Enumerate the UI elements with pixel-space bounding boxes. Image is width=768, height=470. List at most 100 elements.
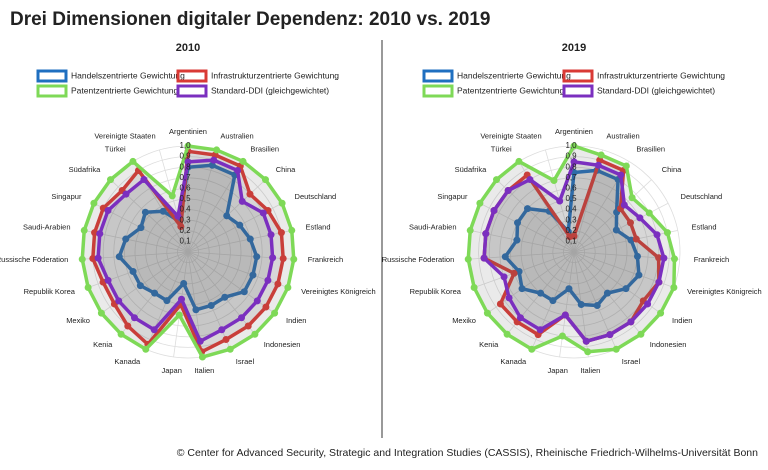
category-label: Indien xyxy=(286,316,306,325)
r-tick-label: 0,2 xyxy=(565,226,577,235)
legend-label: Standard-DDI (gleichgewichtet) xyxy=(597,85,715,95)
data-point xyxy=(622,285,630,293)
data-point xyxy=(262,303,270,311)
data-point xyxy=(223,212,231,220)
legend-label: Infrastrukturzentrierte Gewichtung xyxy=(211,70,339,80)
data-point xyxy=(246,190,254,198)
spoke xyxy=(187,251,231,350)
category-label: Brasilien xyxy=(636,144,665,153)
data-point xyxy=(278,199,286,207)
category-label: Saudi-Arabien xyxy=(23,223,71,232)
category-label: Italien xyxy=(580,366,600,375)
data-point xyxy=(493,176,501,184)
spoke xyxy=(573,230,678,253)
data-point xyxy=(577,301,585,309)
data-point xyxy=(271,309,279,317)
data-point xyxy=(480,254,488,262)
r-tick-label: 0,9 xyxy=(565,152,577,161)
data-point xyxy=(261,176,269,184)
data-point xyxy=(140,176,148,184)
data-point xyxy=(174,212,182,220)
data-point xyxy=(513,236,521,244)
data-point xyxy=(660,254,668,262)
data-point xyxy=(594,161,602,169)
legend-label: Patentzentrierte Gewichtung xyxy=(457,85,565,95)
data-point xyxy=(663,229,671,237)
data-point xyxy=(636,214,644,222)
r-tick-label: 0,6 xyxy=(565,184,577,193)
chart-title: 2019 xyxy=(562,42,586,54)
data-point xyxy=(246,235,254,243)
data-point xyxy=(184,158,192,166)
data-point xyxy=(238,197,246,205)
data-point xyxy=(655,278,663,286)
data-point xyxy=(476,199,484,207)
data-point xyxy=(526,176,534,184)
data-point xyxy=(177,222,185,230)
data-point xyxy=(222,336,230,344)
category-label: Vereinigte Staaten xyxy=(94,131,155,140)
category-label: Republik Korea xyxy=(24,287,76,296)
data-point xyxy=(94,254,102,262)
data-point xyxy=(570,142,578,150)
r-tick-label: 0,6 xyxy=(179,184,191,193)
page-title: Drei Dimensionen digitaler Dependenz: 20… xyxy=(10,9,490,30)
data-point xyxy=(269,254,277,262)
series-area xyxy=(91,149,285,354)
data-point xyxy=(606,331,614,339)
category-label: Kenia xyxy=(479,340,499,349)
data-point xyxy=(168,192,176,200)
data-point xyxy=(117,330,125,338)
data-point xyxy=(633,252,641,260)
data-point xyxy=(501,253,509,261)
data-point xyxy=(536,326,544,334)
data-point xyxy=(251,330,259,338)
data-point xyxy=(151,289,159,297)
data-point xyxy=(115,297,123,305)
legend-label: Handelszentrierte Gewichtung xyxy=(457,70,571,80)
legend-swatch xyxy=(562,84,594,98)
legend-label: Patentzentrierte Gewichtung xyxy=(71,85,179,95)
data-point xyxy=(504,187,512,195)
data-point xyxy=(124,322,132,330)
data-point xyxy=(593,301,601,309)
data-point xyxy=(496,300,504,308)
data-point xyxy=(198,353,206,361)
data-point xyxy=(221,293,229,301)
r-tick-label: 0,7 xyxy=(179,173,191,182)
data-point xyxy=(234,166,242,174)
data-point xyxy=(97,309,105,317)
data-point xyxy=(653,231,661,239)
spoke xyxy=(573,179,652,253)
data-point xyxy=(163,297,171,305)
category-label: China xyxy=(276,165,296,174)
r-tick-label: 0,3 xyxy=(179,215,191,224)
data-point xyxy=(505,294,513,302)
spoke xyxy=(473,251,575,288)
data-point xyxy=(130,314,138,322)
data-point xyxy=(180,280,188,288)
data-point xyxy=(597,151,605,159)
data-point xyxy=(104,207,112,215)
category-label: Japan xyxy=(547,366,567,375)
data-point xyxy=(244,322,252,330)
data-point xyxy=(142,345,150,353)
category-label: Kanada xyxy=(500,357,527,366)
category-label: Brasilien xyxy=(250,144,279,153)
spoke xyxy=(159,149,189,253)
spoke xyxy=(573,202,669,253)
category-label: Südafrika xyxy=(69,165,102,174)
data-point xyxy=(196,337,204,345)
data-point xyxy=(267,231,275,239)
category-label: Russische Föderation xyxy=(382,255,455,264)
data-point xyxy=(549,297,557,305)
category-label: Italien xyxy=(194,366,214,375)
r-tick-label: 1,0 xyxy=(179,141,191,150)
category-label: Estland xyxy=(305,223,330,232)
data-point xyxy=(184,142,192,150)
category-label: China xyxy=(662,165,682,174)
data-point xyxy=(617,171,625,179)
data-point xyxy=(274,280,282,288)
